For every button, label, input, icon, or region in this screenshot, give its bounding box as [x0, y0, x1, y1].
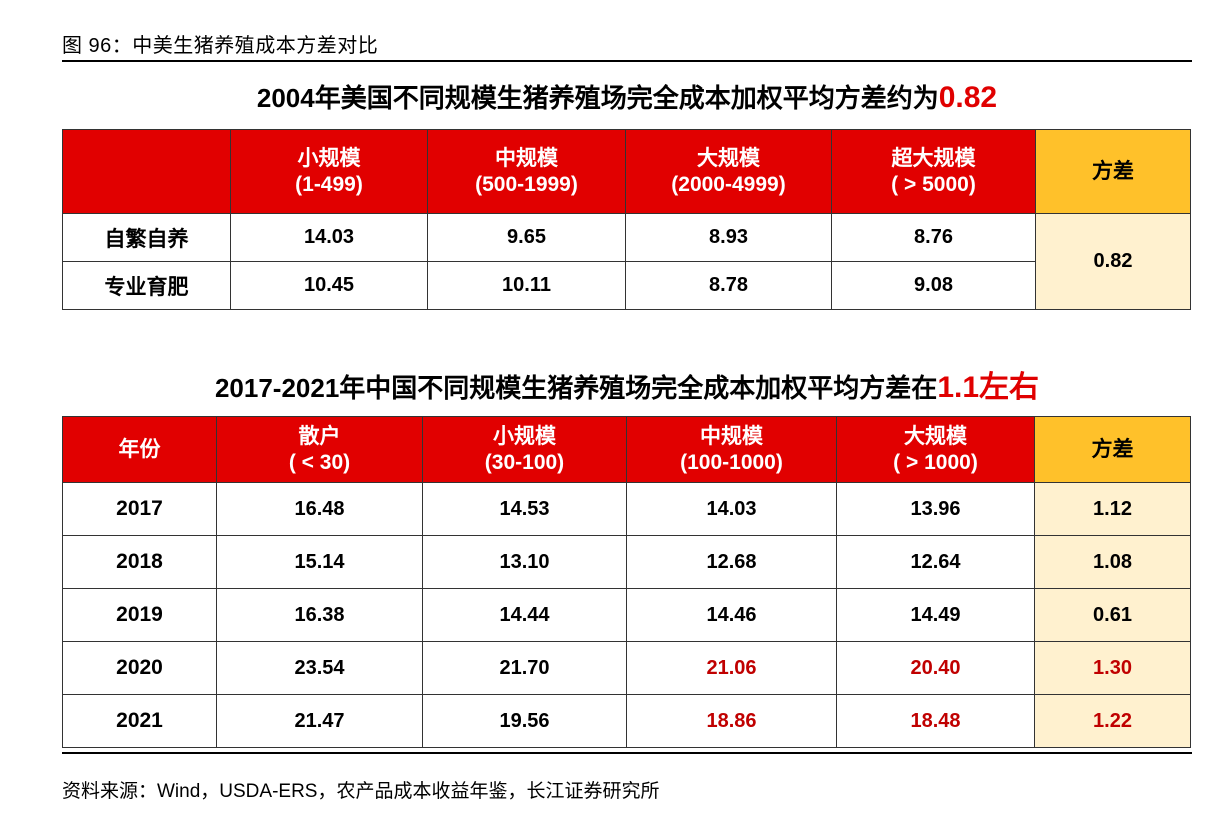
table2-title-text: 2017-2021年中国不同规模生猪养殖场完全成本加权平均方差在 — [214, 373, 938, 403]
table-cell: 10.45 — [230, 261, 428, 310]
us-variance-table: 小规模 (1-499) 中规模 (500-1999) 大规模 (2000-4999) … — [62, 129, 1191, 310]
table2-header-retail: 散户( < 30) — [216, 416, 423, 483]
year-cell: 2020 — [62, 641, 217, 695]
table-cell: 23.54 — [216, 641, 423, 695]
table-cell-highlighted: 18.86 — [626, 694, 837, 748]
source-note: 资料来源：Wind，USDA-ERS，农产品成本收益年鉴，长江证券研究所 — [62, 781, 660, 802]
table-cell-highlighted: 18.48 — [836, 694, 1035, 748]
table2-header-row: 年份 散户( < 30) 小规模 (30-100) 中规模 (100-1000) 大… — [62, 416, 1191, 483]
year-cell: 2018 — [62, 535, 217, 589]
year-cell: 2021 — [62, 694, 217, 748]
table1-title: 2004年美国不同规模生猪养殖场完全成本加权平均方差约为0.82 — [62, 78, 1192, 115]
table-cell-highlighted: 21.06 — [626, 641, 837, 695]
variance-cell: 0.61 — [1034, 588, 1191, 642]
table-cell: 14.03 — [626, 482, 837, 536]
table-cell: 21.47 — [216, 694, 423, 748]
table1-header-variance: 方差 — [1035, 129, 1191, 214]
table1-title-highlight: 0.82 — [938, 81, 998, 114]
table-cell: 12.68 — [626, 535, 837, 589]
table-cell: 16.48 — [216, 482, 423, 536]
table1-header-xlarge: 超大规模( > 5000) — [831, 129, 1036, 214]
table-cell: 9.08 — [831, 261, 1036, 310]
table-cell: 14.53 — [422, 482, 627, 536]
table-cell: 13.10 — [422, 535, 627, 589]
table2-title-highlight: 1.1左右 — [937, 371, 1040, 404]
variance-cell-highlighted: 1.30 — [1034, 641, 1191, 695]
table-row: 专业育肥 10.45 10.11 8.78 9.08 — [62, 261, 1191, 310]
variance-cell: 0.82 — [1035, 213, 1191, 310]
table-cell: 14.46 — [626, 588, 837, 642]
row-label: 专业育肥 — [62, 261, 231, 310]
table-row: 2021 21.47 19.56 18.86 18.48 1.22 — [62, 694, 1191, 748]
table-cell: 8.78 — [625, 261, 832, 310]
table-cell: 8.93 — [625, 213, 832, 262]
table-cell: 12.64 — [836, 535, 1035, 589]
table-cell: 8.76 — [831, 213, 1036, 262]
table-cell: 14.44 — [422, 588, 627, 642]
table2-header-large: 大规模( > 1000) — [836, 416, 1035, 483]
row-label: 自繁自养 — [62, 213, 231, 262]
table2-title: 2017-2021年中国不同规模生猪养殖场完全成本加权平均方差在1.1左右 — [62, 362, 1192, 406]
year-cell: 2017 — [62, 482, 217, 536]
table-row: 自繁自养 14.03 9.65 8.93 8.76 0.82 — [62, 213, 1191, 310]
table-cell: 16.38 — [216, 588, 423, 642]
table-cell: 19.56 — [422, 694, 627, 748]
table-row: 2020 23.54 21.70 21.06 20.40 1.30 — [62, 641, 1191, 695]
table2-header-year: 年份 — [62, 416, 217, 483]
table-cell-highlighted: 20.40 — [836, 641, 1035, 695]
table-cell: 21.70 — [422, 641, 627, 695]
table-cell: 13.96 — [836, 482, 1035, 536]
table-row: 2017 16.48 14.53 14.03 13.96 1.12 — [62, 482, 1191, 536]
china-variance-table: 年份 散户( < 30) 小规模 (30-100) 中规模 (100-1000) 大… — [62, 416, 1191, 748]
table-cell: 14.03 — [230, 213, 428, 262]
table1-header-medium: 中规模 (500-1999) — [427, 129, 626, 214]
table-row: 2019 16.38 14.44 14.46 14.49 0.61 — [62, 588, 1191, 642]
figure-caption: 图 96：中美生猪养殖成本方差对比 — [62, 35, 379, 57]
table1-title-text: 2004年美国不同规模生猪养殖场完全成本加权平均方差约为 — [256, 83, 939, 113]
variance-cell: 1.12 — [1034, 482, 1191, 536]
table1-header-large: 大规模 (2000-4999) — [625, 129, 832, 214]
table2-header-medium: 中规模 (100-1000) — [626, 416, 837, 483]
bottom-rule — [62, 752, 1192, 754]
table-row: 2018 15.14 13.10 12.68 12.64 1.08 — [62, 535, 1191, 589]
table2-header-small: 小规模 (30-100) — [422, 416, 627, 483]
table-cell: 9.65 — [427, 213, 626, 262]
table1-corner-cell — [62, 129, 231, 214]
year-cell: 2019 — [62, 588, 217, 642]
table-cell: 15.14 — [216, 535, 423, 589]
top-rule — [62, 60, 1192, 62]
table1-header-row: 小规模 (1-499) 中规模 (500-1999) 大规模 (2000-4999) … — [62, 129, 1191, 214]
variance-cell-highlighted: 1.22 — [1034, 694, 1191, 748]
table-cell: 14.49 — [836, 588, 1035, 642]
variance-cell: 1.08 — [1034, 535, 1191, 589]
table-cell: 10.11 — [427, 261, 626, 310]
table1-header-small: 小规模 (1-499) — [230, 129, 428, 214]
table2-header-variance: 方差 — [1034, 416, 1191, 483]
